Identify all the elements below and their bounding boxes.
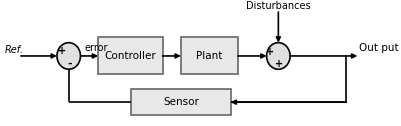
- Text: +: +: [58, 46, 66, 56]
- Text: Controller: Controller: [104, 51, 156, 61]
- FancyBboxPatch shape: [131, 89, 231, 115]
- Text: +: +: [275, 59, 284, 69]
- Ellipse shape: [267, 43, 290, 69]
- Text: Ref.: Ref.: [4, 45, 24, 55]
- Text: -: -: [68, 59, 72, 69]
- Text: error: error: [84, 43, 108, 53]
- Text: Plant: Plant: [196, 51, 223, 61]
- Text: Out put: Out put: [359, 43, 399, 53]
- Text: +: +: [266, 47, 274, 57]
- Text: Disturbances: Disturbances: [246, 1, 311, 11]
- Ellipse shape: [57, 43, 81, 69]
- FancyBboxPatch shape: [98, 37, 162, 74]
- FancyBboxPatch shape: [181, 37, 238, 74]
- Text: Sensor: Sensor: [163, 97, 199, 107]
